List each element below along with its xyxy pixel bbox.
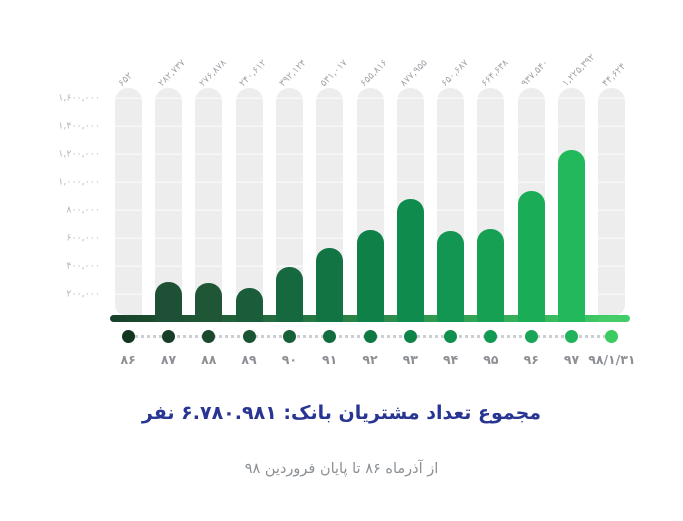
chart-subtitle: از آذرماه ۸۶ تا پایان فروردین ۹۸ — [244, 461, 439, 477]
x-year-label: ۹۲ — [362, 352, 378, 367]
timeline-dot-۹۱ — [323, 330, 337, 343]
bar-value-label: ۲۸۲,۷۳۷ — [156, 57, 189, 89]
plot-area: ۲۰۰,۰۰۰ ۴۰۰,۰۰۰ ۶۰۰,۰۰۰ ۸۰۰,۰۰۰ ۱,۰۰۰,۰۰۰ ۱,۲… — [58, 51, 636, 367]
x-year-label: ۹۸/۱/۳۱ — [588, 352, 636, 367]
y-tick-label: ۸۰۰,۰۰۰ — [66, 204, 100, 216]
y-tick-label: ۶۰۰,۰۰۰ — [66, 232, 100, 244]
bar-۹۳ — [396, 199, 424, 322]
x-year-label: ۸۷ — [160, 352, 177, 367]
bar-value-label: ۶۵۵,۸۱۶ — [358, 57, 390, 89]
bar-value-label: ۵۳۱,۰۱۷ — [317, 57, 350, 89]
x-year-label: ۹۴ — [442, 352, 459, 367]
y-tick-label: ۱,۰۰۰,۰۰۰ — [58, 176, 100, 188]
column-track — [195, 88, 223, 315]
bar-۹۲ — [356, 230, 384, 322]
y-tick-label: ۴۰۰,۰۰۰ — [66, 260, 100, 272]
bar-value-label: ۴۴,۶۲۴ — [600, 61, 629, 89]
timeline-dot-۸۷ — [161, 330, 175, 343]
x-year-label: ۹۱ — [322, 352, 338, 367]
bar-value-label: ۶۶۴,۶۳۸ — [479, 57, 511, 89]
x-year-label: ۹۳ — [402, 352, 418, 367]
column-track — [235, 88, 263, 315]
column-track — [114, 88, 142, 315]
x-year-label: ۹۶ — [523, 352, 539, 367]
bar-۹۱ — [316, 247, 344, 322]
chart-title-block: مجموع تعداد مشتریان بانک: ۶.۷۸۰.۹۸۱ نفر — [0, 398, 683, 428]
bar-۹۶ — [517, 190, 545, 322]
timeline-dot-۸۹ — [242, 330, 256, 343]
y-tick-label: ۱,۴۰۰,۰۰۰ — [58, 120, 100, 132]
timeline-dot-۸۸ — [202, 330, 216, 343]
timeline-dot-۹۶ — [524, 330, 538, 343]
y-tick-label: ۱,۶۰۰,۰۰۰ — [58, 92, 100, 104]
y-tick-label: ۲۰۰,۰۰۰ — [66, 288, 100, 300]
timeline-dot-۹۲ — [363, 330, 377, 343]
bar-value-label: ۶۵۰,۶۸۷ — [438, 57, 471, 89]
column-track — [154, 88, 182, 315]
y-tick-label: ۱,۲۰۰,۰۰۰ — [58, 148, 100, 160]
bar-value-label: ۶۵۲ — [116, 70, 135, 89]
bar-۸۷ — [154, 282, 182, 322]
bar-۸۹ — [235, 288, 263, 322]
timeline-dot-۹۳ — [403, 330, 417, 343]
x-year-label: ۸۸ — [201, 352, 217, 367]
bar-۹۴ — [437, 230, 465, 322]
x-year-label: ۸۹ — [241, 352, 257, 367]
timeline-dot-۸۶ — [121, 330, 135, 343]
bar-۸۸ — [195, 283, 223, 322]
x-year-label: ۸۶ — [120, 352, 136, 367]
timeline-dot-۹۰ — [282, 330, 296, 343]
chart-title: مجموع تعداد مشتریان بانک: ۶.۷۸۰.۹۸۱ نفر — [141, 402, 542, 424]
x-year-label: ۹۰ — [281, 352, 297, 367]
column-track — [598, 88, 626, 315]
bar-value-label: ۱,۲۲۵,۳۹۲ — [559, 51, 598, 89]
bar-value-label: ۹۳۷,۵۴۰ — [519, 57, 552, 89]
bar-۹۷ — [558, 150, 586, 322]
timeline-dot-۹۷ — [565, 330, 579, 343]
bar-value-label: ۳۹۲,۱۲۴ — [277, 57, 310, 89]
timeline-dot-۹۴ — [444, 330, 458, 343]
x-year-label: ۹۷ — [563, 352, 580, 367]
bar-۹۸/۱/۳۱ — [598, 315, 626, 322]
bar-۹۰ — [275, 267, 303, 322]
timeline-dot-۹۵ — [484, 330, 498, 343]
bar-value-label: ۸۷۷,۹۵۵ — [398, 57, 431, 89]
bar-value-label: ۲۷۶,۸۷۸ — [196, 57, 229, 89]
bar-۹۵ — [477, 228, 505, 322]
timeline-dot-۹۸/۱/۳۱ — [605, 330, 619, 343]
bar-value-label: ۲۴۰,۶۱۲ — [237, 57, 269, 89]
x-year-label: ۹۵ — [483, 352, 499, 367]
